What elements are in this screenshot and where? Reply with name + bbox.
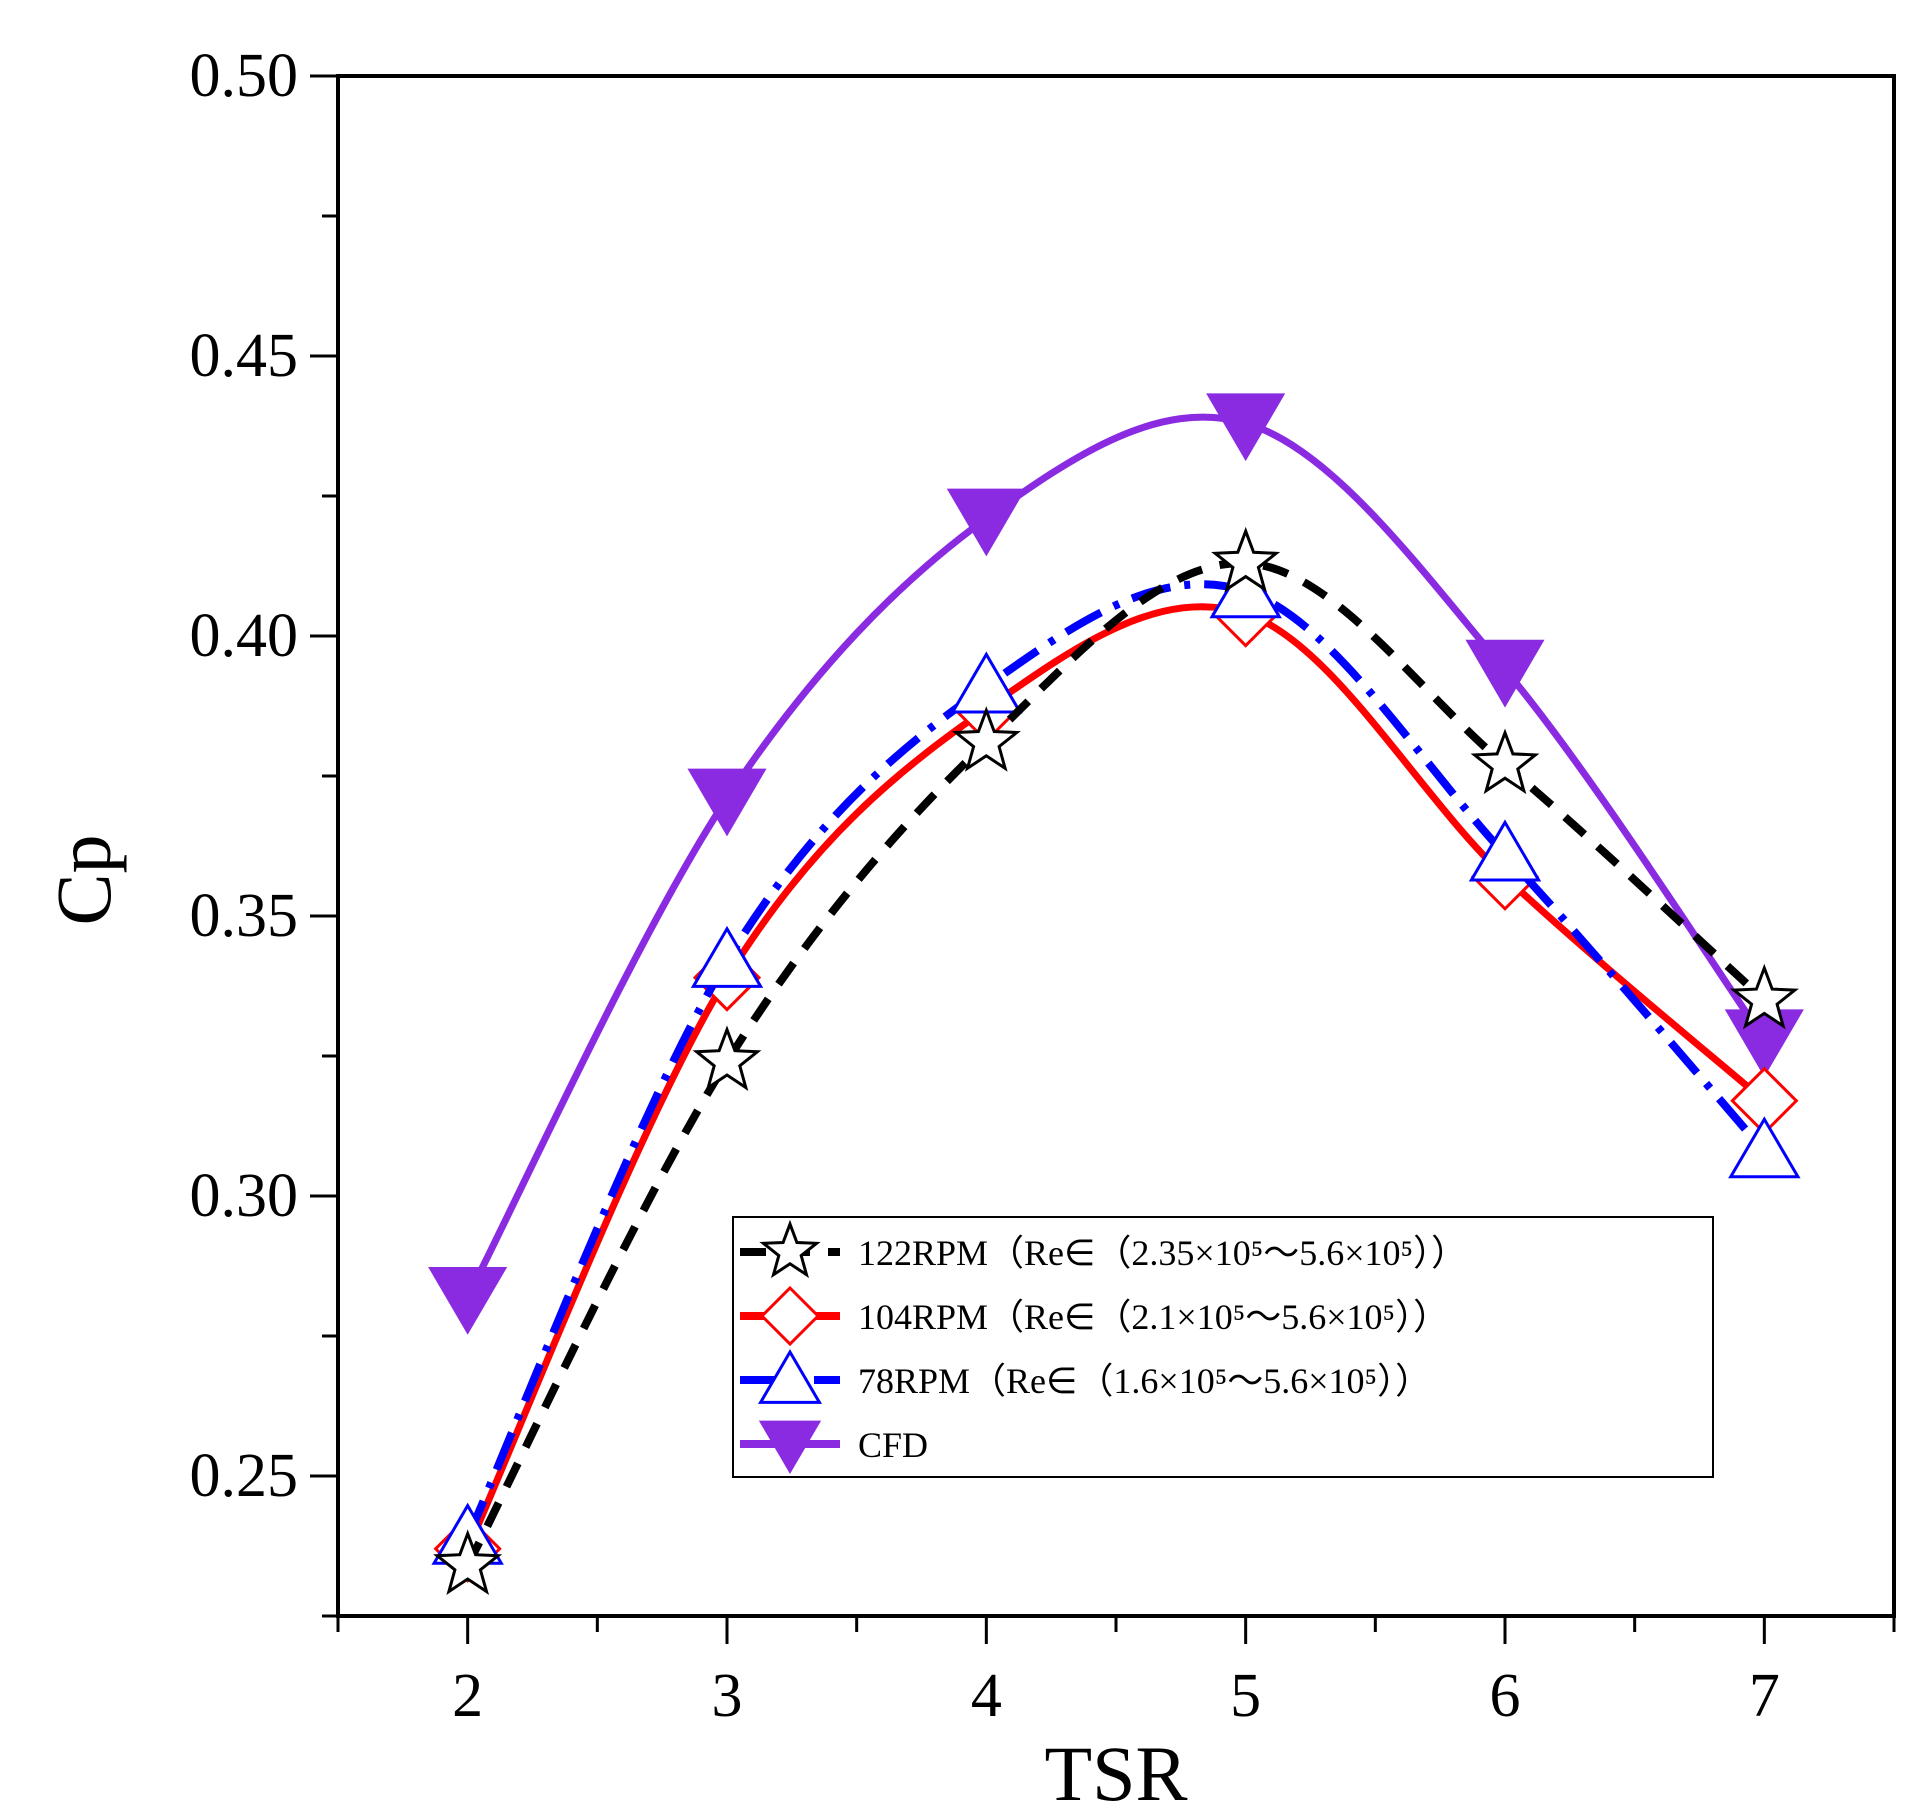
data-point-CFD (687, 768, 767, 837)
ticks-layer: 0.25 0.30 0.35 0.40 0.45 0.50 2 3 4 5 6 7 (190, 42, 1896, 1730)
data-point-122RPM (433, 1529, 503, 1595)
legend: 122RPM（Re∈（2.35×10⁵～5.6×10⁵）） 104RPM（Re∈（… (732, 1216, 1714, 1478)
legend-marker-CFD (758, 1420, 822, 1474)
x-tick-label: 2 (452, 1662, 483, 1730)
y-tick-label: 0.40 (190, 602, 299, 670)
series-CFD (428, 393, 1804, 1335)
y-tick-label: 0.35 (190, 882, 299, 950)
legend-box (732, 1216, 1714, 1478)
x-tick-label: 3 (712, 1662, 743, 1730)
legend-label-104RPM: 104RPM（Re∈（2.1×10⁵～5.6×10⁵）） (858, 1297, 1449, 1337)
data-point-78RPM (690, 925, 764, 988)
series-line-CFD (464, 413, 1768, 1299)
data-point-122RPM (692, 1025, 762, 1091)
data-point-CFD (1465, 639, 1545, 708)
legend-label-CFD: CFD (858, 1425, 928, 1465)
y-tick-label: 0.30 (190, 1162, 299, 1230)
data-point-78RPM (1468, 819, 1542, 882)
legend-label-122RPM: 122RPM（Re∈（2.35×10⁵～5.6×10⁵）） (858, 1233, 1467, 1273)
x-tick-label: 4 (971, 1662, 1002, 1730)
x-tick-label: 7 (1749, 1662, 1780, 1730)
series-line-122RPM (464, 559, 1768, 1568)
data-point-122RPM (1211, 526, 1281, 593)
data-point-CFD (946, 488, 1026, 557)
data-point-78RPM (1728, 1116, 1801, 1179)
data-point-CFD (1206, 393, 1286, 462)
data-point-122RPM (1470, 728, 1540, 795)
y-tick-label: 0.50 (190, 42, 299, 110)
x-axis-title: TSR (1044, 1730, 1187, 1814)
data-point-122RPM (1729, 963, 1799, 1030)
legend-marker-122RPM (759, 1219, 821, 1279)
legend-label-78RPM: 78RPM（Re∈（1.6×10⁵～5.6×10⁵）） (858, 1361, 1431, 1401)
x-tick-label: 6 (1490, 1662, 1521, 1730)
x-tick-label: 5 (1230, 1662, 1261, 1730)
y-tick-label: 0.45 (190, 322, 299, 390)
series-122RPM (433, 526, 1799, 1595)
data-point-122RPM (951, 706, 1021, 772)
legend-marker-104RPM (759, 1285, 821, 1347)
legend-marker-78RPM (757, 1349, 823, 1404)
series-line-78RPM (464, 580, 1768, 1540)
data-point-CFD (428, 1267, 508, 1335)
series-layer (428, 393, 1804, 1595)
y-tick-label: 0.25 (190, 1442, 299, 1510)
y-axis-title: Cp (40, 834, 127, 925)
